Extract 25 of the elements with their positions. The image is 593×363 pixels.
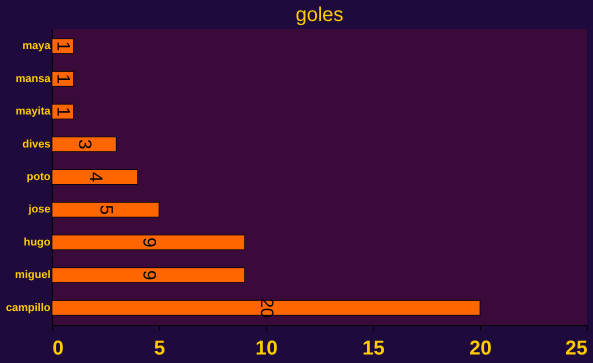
x-tick-label: 10: [255, 338, 278, 360]
x-tick-label: 0: [52, 338, 64, 360]
x-tick-label: 25: [565, 338, 588, 360]
data-label: 9: [139, 237, 160, 248]
y-tick-label: poto: [26, 171, 51, 183]
data-label: 5: [96, 204, 116, 215]
data-label: 1: [54, 74, 74, 84]
y-tick-label: miguel: [15, 269, 50, 282]
y-tick-label: dives: [22, 138, 50, 150]
chart-title: goles: [296, 4, 344, 26]
y-tick-label: maya: [22, 40, 52, 52]
y-tick-label: jose: [27, 204, 50, 216]
y-tick-label: mansa: [16, 72, 52, 85]
data-label: 4: [86, 172, 106, 182]
y-tick-label: campillo: [6, 302, 51, 314]
data-label: 9: [139, 270, 160, 280]
y-tick-label: mayita: [16, 106, 52, 118]
x-tick-label: 15: [362, 338, 385, 360]
data-label: 20: [257, 298, 277, 318]
x-tick-label: 20: [469, 338, 492, 360]
data-label: 1: [54, 106, 74, 117]
x-tick-label: 5: [154, 338, 166, 360]
y-tick-label: hugo: [24, 236, 51, 248]
data-label: 3: [75, 139, 96, 150]
data-label: 1: [54, 41, 74, 52]
